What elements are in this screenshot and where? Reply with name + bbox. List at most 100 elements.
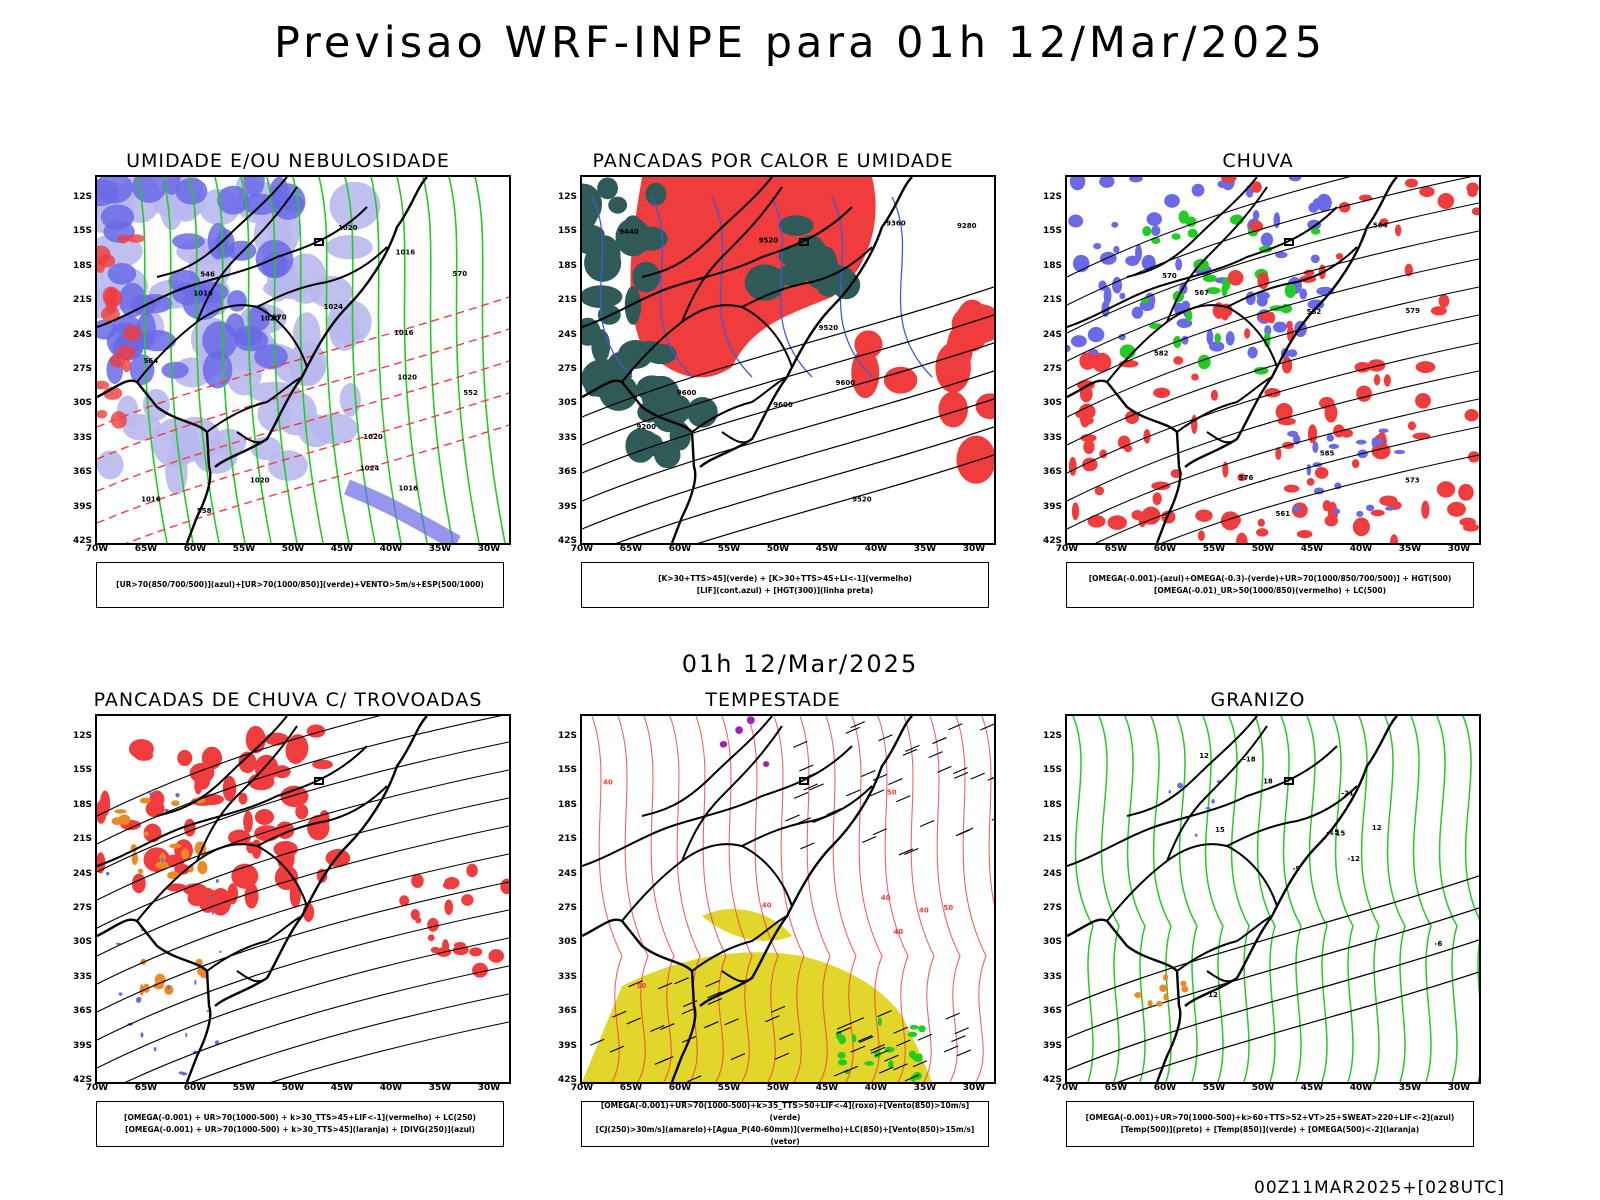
field-patch <box>1099 177 1115 188</box>
field-patch <box>956 435 994 484</box>
contour-label: 9520 <box>819 324 839 332</box>
field-patch <box>1328 443 1340 449</box>
legend-line: [CJ(250)>30m/s](amarelo)+[Agua_P(40-60mm… <box>595 1125 975 1146</box>
lat-tick-label: 33S <box>557 432 577 443</box>
temp850-contour <box>1358 716 1380 1082</box>
field-patch <box>938 391 968 428</box>
legend-line: [OMEGA(-0.01)_UR>50(1000/850)(vermelho) … <box>1153 586 1387 595</box>
field-patch <box>1373 374 1381 386</box>
wind-vector <box>953 767 968 775</box>
legend-box: [OMEGA(-0.001)+UR>70(1000-500)+k>60+TTS>… <box>1066 1101 1474 1147</box>
wind-vector <box>937 765 952 773</box>
contour-label: 558 <box>197 507 212 515</box>
contour-label: 582 <box>1154 350 1169 358</box>
field-patch <box>1151 225 1161 237</box>
field-patch <box>1079 410 1090 428</box>
state-border <box>1106 304 1278 383</box>
field-patch <box>778 243 822 269</box>
wind-vector <box>859 1036 874 1044</box>
wind-vector <box>932 737 947 745</box>
field-patch <box>1314 466 1329 479</box>
contour-label: 567 <box>1194 289 1209 297</box>
wind-vector <box>779 1032 794 1040</box>
lat-tick-label: 42S <box>1042 1075 1062 1085</box>
field-patch <box>1352 517 1370 537</box>
field-patch <box>1310 254 1320 264</box>
wind-vector <box>990 777 994 780</box>
contour-label: 40 <box>881 894 891 902</box>
field-patch <box>194 979 197 985</box>
legend-line: [K>30+TTS>45](verde) + [K>30+TTS>45+LI<-… <box>658 574 912 583</box>
wind-vector <box>951 1035 966 1043</box>
field-patch <box>1275 402 1293 421</box>
field-patch <box>1119 344 1136 359</box>
legend-line: [OMEGA(-0.001)-(azul)+OMEGA(-0.3)-(verde… <box>1088 574 1452 583</box>
field-patch <box>167 985 170 990</box>
wind-vector <box>590 1038 605 1046</box>
field-patch <box>838 1035 847 1045</box>
contour-label: 582 <box>1307 308 1322 316</box>
field-patch <box>97 800 107 824</box>
state-border <box>136 843 308 922</box>
lat-tick-label: 36S <box>72 467 92 478</box>
contour-label: 9520 <box>759 236 779 244</box>
contour-label: 579 <box>1405 307 1420 315</box>
wind-vector <box>902 748 918 756</box>
field-patch <box>1177 782 1184 789</box>
brasilia-marker <box>799 777 809 785</box>
wind-vector <box>650 1025 665 1033</box>
contour-label: 18 <box>1263 778 1273 786</box>
field-patch <box>1312 441 1319 453</box>
legend-line: [OMEGA(-0.001)+UR>70(1000-500)+k>60+TTS>… <box>1085 1113 1455 1122</box>
lon-axis: 70W 65W 60W 55W 50W 45W 40W 35W 30W <box>1056 544 1481 558</box>
contour-label: 12 <box>1372 824 1382 832</box>
state-border <box>641 177 773 278</box>
legend-line: [OMEGA(-0.001) + UR>70(1000-500) + k>30_… <box>125 1125 475 1134</box>
precip-water-contour <box>591 716 623 1082</box>
contour-label: 9520 <box>852 496 872 504</box>
field-patch <box>1275 447 1282 461</box>
lon-tick-label: 30W <box>1447 544 1471 554</box>
lat-tick-label: 30S <box>557 398 577 409</box>
field-patch <box>1191 373 1199 381</box>
field-patch <box>1185 216 1197 227</box>
lat-tick-label: 36S <box>557 467 577 478</box>
state-border <box>741 246 873 308</box>
wind-vector <box>674 977 689 985</box>
hgt300-contour <box>582 398 994 530</box>
field-patch <box>1180 980 1187 987</box>
streamline <box>97 853 509 985</box>
field-patch <box>1067 344 1071 353</box>
field-patch <box>1159 984 1168 992</box>
lat-tick-label: 15S <box>1042 765 1062 776</box>
lon-tick-label: 65W <box>619 544 643 554</box>
panel-tempestade: TEMPESTADE 12S 15S 18S 21S 24S 27S 30S 33S 36S 39… <box>553 689 996 1149</box>
wind-vector <box>888 778 903 786</box>
field-patch <box>1163 974 1169 981</box>
state-border <box>156 177 288 278</box>
field-patch <box>1255 528 1269 537</box>
wind-vector <box>836 1022 852 1030</box>
field-patch <box>1365 504 1375 512</box>
wind-vector <box>948 723 963 731</box>
hgt300-contour <box>582 314 994 446</box>
state-border <box>206 915 303 972</box>
contour-label: 9280 <box>957 222 977 230</box>
streamline <box>97 741 509 873</box>
lon-tick-label: 35W <box>913 1083 937 1093</box>
contour-label: 1016 <box>399 484 419 492</box>
wind-vector <box>893 1063 908 1071</box>
field-patch <box>427 934 435 942</box>
legend-line: [LIF](cont.azul) + [HGT(300)](linha pret… <box>696 586 874 595</box>
lon-tick-label: 55W <box>717 544 741 554</box>
field-patch <box>153 1046 157 1052</box>
lon-tick-label: 65W <box>1104 544 1128 554</box>
streamline <box>1067 398 1479 530</box>
lon-axis: 70W 65W 60W 55W 50W 45W 40W 35W 30W <box>571 544 996 558</box>
field-patch <box>632 261 661 293</box>
wind-vector <box>833 1069 849 1077</box>
field-patch <box>129 354 155 386</box>
contour-label: 15 <box>1335 830 1345 838</box>
field-patch <box>630 429 659 456</box>
field-patch <box>1292 505 1302 512</box>
